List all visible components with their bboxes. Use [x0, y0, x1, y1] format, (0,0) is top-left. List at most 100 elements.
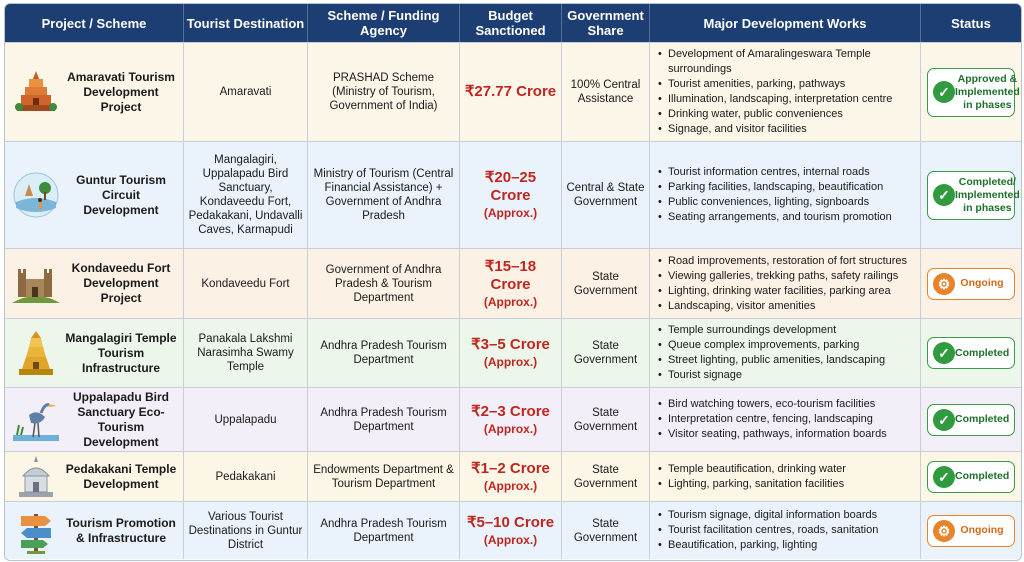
works-item: Visitor seating, pathways, information b…: [658, 427, 887, 442]
table-row: Tourism Promotion & Infrastructure Variou…: [5, 501, 1021, 559]
agency-cell: Endowments Department & Tourism Departme…: [308, 452, 460, 501]
works-item: Temple beautification, drinking water: [658, 462, 846, 477]
table-row: Kondaveedu Fort Development Project Konda…: [5, 248, 1021, 318]
budget-amount: ₹27.77 Crore: [464, 83, 557, 100]
table-row: Mangalagiri Temple Tourism Infrastructur…: [5, 318, 1021, 387]
project-name: Amaravati Tourism Development Project: [67, 69, 175, 114]
gopuram-icon: [9, 326, 63, 380]
agency-cell: Andhra Pradesh Tourism Department: [308, 388, 460, 451]
works-item: Road improvements, restoration of fort s…: [658, 254, 907, 269]
status-text: Ongoing: [960, 277, 1004, 289]
budget-cell: ₹5–10 Crore (Approx.): [460, 502, 562, 559]
header-project: Project / Scheme: [5, 4, 184, 42]
works-cell: Tourist information centres, internal ro…: [650, 142, 921, 248]
budget-approx: (Approx.): [483, 355, 538, 369]
status-text: Ongoing: [960, 524, 1004, 536]
status-cell: ⚙ Ongoing: [921, 502, 1021, 559]
works-item: Landscaping, visitor amenities: [658, 299, 907, 314]
project-cell: Guntur Tourism Circuit Development: [5, 142, 184, 248]
agency-cell: Ministry of Tourism (Central Financial A…: [308, 142, 460, 248]
share-cell: Central & State Government: [562, 142, 650, 248]
destination-cell: Kondaveedu Fort: [184, 249, 308, 318]
project-name: Kondaveedu Fort Development Project: [71, 261, 171, 305]
works-item: Temple surroundings development: [658, 323, 885, 338]
gear-icon: ⚙: [933, 272, 955, 295]
status-text: Completed/ Implemented in phases: [955, 175, 1020, 214]
table-row: Pedakakani Temple Development Pedakakani E…: [5, 451, 1021, 501]
budget-approx: (Approx.): [483, 421, 538, 436]
project-cell: Uppalapadu Bird Sanctuary Eco-Tourism De…: [5, 388, 184, 451]
status-text: Completed: [955, 470, 1010, 482]
project-name: Pedakakani Temple Development: [65, 461, 177, 491]
status-text: Approved & Implemented in phases: [955, 72, 1020, 111]
share-cell: State Government: [562, 452, 650, 501]
tourism-circuit-icon: [9, 168, 63, 222]
works-item: Seating arrangements, and tourism promot…: [658, 210, 892, 225]
signpost-icon: [9, 504, 63, 558]
budget-amount: ₹3–5 Crore: [471, 336, 550, 353]
status-text: Completed: [955, 346, 1010, 359]
works-cell: Tourism signage, digital information boa…: [650, 502, 921, 559]
works-item: Illumination, landscaping, interpretatio…: [658, 92, 916, 107]
status-badge: ✓ Completed: [927, 460, 1015, 493]
table-row: Uppalapadu Bird Sanctuary Eco-Tourism De…: [5, 387, 1021, 451]
destination-cell: Amaravati: [184, 43, 308, 141]
works-item: Beautification, parking, lighting: [658, 538, 878, 553]
status-badge: ✓ Completed/ Implemented in phases: [927, 170, 1020, 220]
check-circle-icon: ✓: [933, 408, 955, 431]
budget-approx: (Approx.): [483, 206, 538, 220]
budget-amount: ₹15–18 Crore: [484, 257, 537, 293]
status-cell: ✓ Completed: [921, 319, 1021, 387]
share-cell: State Government: [562, 319, 650, 387]
header-agency: Scheme / Funding Agency: [308, 4, 460, 42]
works-list: Road improvements, restoration of fort s…: [656, 254, 907, 314]
destination-cell: Panakala Lakshmi Narasimha Swamy Temple: [184, 319, 308, 387]
project-name: Mangalagiri Temple Tourism Infrastructur…: [65, 330, 177, 375]
destination-cell: Uppalapadu: [184, 388, 308, 451]
works-cell: Road improvements, restoration of fort s…: [650, 249, 921, 318]
works-item: Bird watching towers, eco-tourism facili…: [658, 397, 887, 412]
budget-amount: ₹1–2 Crore: [471, 459, 550, 477]
works-list: Bird watching towers, eco-tourism facili…: [656, 397, 887, 442]
gear-icon: ⚙: [933, 519, 955, 542]
status-cell: ✓ Completed/ Implemented in phases: [921, 142, 1021, 248]
shrine-icon: [9, 450, 63, 504]
check-circle-icon: ✓: [933, 184, 955, 206]
project-cell: Mangalagiri Temple Tourism Infrastructur…: [5, 319, 184, 387]
works-list: Tourism signage, digital information boa…: [656, 508, 878, 553]
works-item: Public conveniences, lighting, signboard…: [658, 195, 892, 210]
table-row: Guntur Tourism Circuit Development Mangal…: [5, 141, 1021, 248]
works-item: Drinking water, public conveniences: [658, 107, 916, 122]
header-destination: Tourist Destination: [184, 4, 308, 42]
works-item: Viewing galleries, trekking paths, safet…: [658, 269, 907, 284]
share-cell: State Government: [562, 388, 650, 451]
budget-cell: ₹2–3 Crore (Approx.): [460, 388, 562, 451]
header-works: Major Development Works: [650, 4, 921, 42]
budget-approx: (Approx.): [483, 478, 538, 493]
works-item: Queue complex improvements, parking: [658, 338, 885, 353]
works-list: Temple surroundings developmentQueue com…: [656, 323, 885, 383]
works-item: Tourist information centres, internal ro…: [658, 165, 892, 180]
budget-amount: ₹2–3 Crore: [471, 402, 550, 420]
budget-approx: (Approx.): [483, 294, 538, 309]
temple-tower-icon: [9, 65, 63, 119]
heron-bird-icon: [9, 393, 63, 447]
works-item: Interpretation centre, fencing, landscap…: [658, 412, 887, 427]
works-list: Development of Amaralingeswara Temple su…: [656, 47, 916, 137]
status-badge: ✓ Completed: [927, 403, 1015, 436]
header-status: Status: [951, 15, 991, 31]
works-item: Lighting, drinking water facilities, par…: [658, 284, 907, 299]
budget-cell: ₹15–18 Crore (Approx.): [460, 249, 562, 318]
status-cell: ✓ Completed: [921, 388, 1021, 451]
table-row: Amaravati Tourism Development Project Ama…: [5, 42, 1021, 141]
works-cell: Temple surroundings developmentQueue com…: [650, 319, 921, 387]
agency-cell: Andhra Pradesh Tourism Department: [308, 502, 460, 559]
project-cell: Kondaveedu Fort Development Project: [5, 249, 184, 318]
works-item: Tourist signage: [658, 368, 885, 383]
works-item: Parking facilities, landscaping, beautif…: [658, 180, 892, 195]
works-item: Tourist amenities, parking, pathways: [658, 77, 916, 92]
works-list: Tourist information centres, internal ro…: [656, 165, 892, 225]
share-cell: 100% Central Assistance: [562, 43, 650, 141]
destination-cell: Mangalagiri, Uppalapadu Bird Sanctuary, …: [184, 142, 308, 248]
table-header: Project / Scheme Tourist Destination Sch…: [5, 4, 1021, 42]
